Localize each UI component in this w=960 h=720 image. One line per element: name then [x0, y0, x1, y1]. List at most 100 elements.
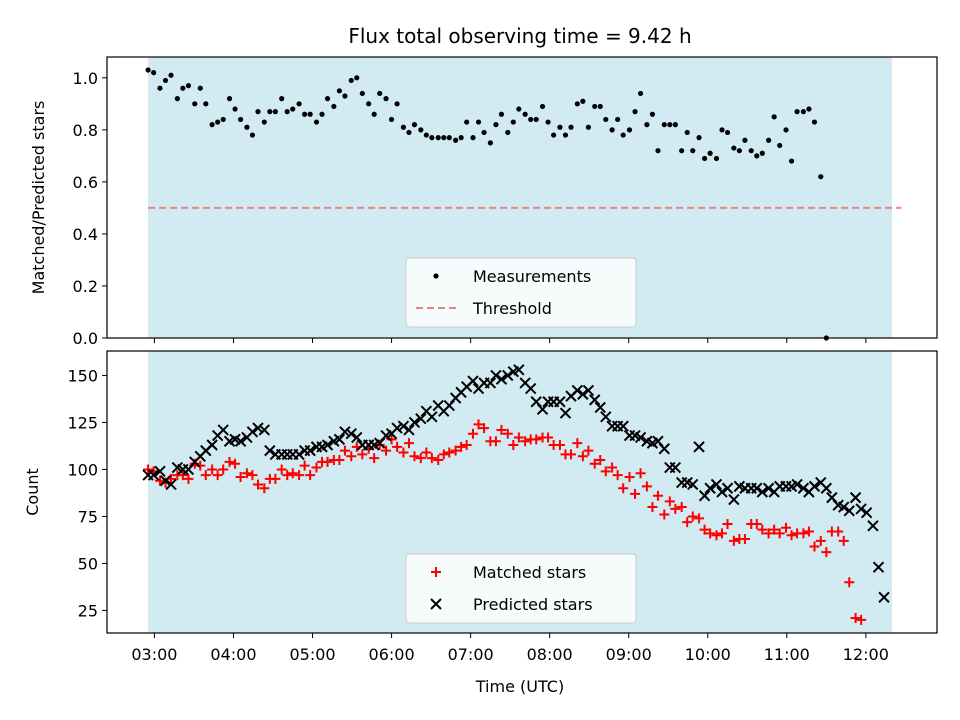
predicted-point	[397, 420, 410, 432]
matched-point	[479, 423, 490, 434]
matched-point	[490, 436, 501, 447]
predicted-point	[728, 493, 740, 506]
matched-point	[212, 470, 223, 481]
matched-point	[230, 458, 241, 469]
measurement-point	[296, 101, 302, 107]
measurement-point	[603, 116, 609, 123]
matched-point	[409, 451, 420, 462]
matched-point	[299, 460, 310, 471]
legend-predicted-marker	[430, 598, 442, 610]
axes-frame	[106, 350, 938, 634]
measurement-point	[493, 122, 499, 128]
matched-point	[224, 456, 235, 467]
matched-point	[838, 535, 849, 546]
measurement-point	[684, 129, 690, 136]
measurement-point	[348, 77, 354, 84]
predicted-point	[345, 428, 357, 440]
predicted-point	[484, 377, 497, 389]
predicted-point	[860, 506, 873, 519]
predicted-point	[246, 426, 259, 438]
measurement-point	[342, 93, 348, 99]
measurement-point	[649, 111, 656, 117]
measurement-point	[185, 83, 192, 89]
matched-point	[833, 526, 844, 537]
measurement-point	[145, 67, 151, 73]
measurement-point	[267, 109, 273, 115]
matched-point	[554, 440, 565, 450]
matched-point	[844, 577, 855, 588]
predicted-point	[634, 431, 647, 444]
measurement-point	[690, 148, 696, 154]
predicted-point	[669, 461, 682, 474]
matched-point	[195, 460, 206, 471]
measurement-point	[313, 119, 320, 125]
measurement-point	[394, 101, 400, 107]
predicted-point	[252, 422, 264, 434]
matched-point	[716, 528, 727, 539]
predicted-point	[797, 482, 810, 494]
matched-point	[456, 441, 467, 452]
predicted-point	[710, 478, 723, 491]
predicted-point	[808, 480, 821, 493]
measurement-point	[446, 135, 452, 141]
legend-matched-marker	[431, 567, 441, 577]
measurement-point	[237, 116, 244, 123]
predicted-point	[513, 364, 525, 376]
measurement-point	[203, 101, 209, 107]
measurement-point	[272, 109, 278, 115]
predicted-point	[838, 501, 850, 513]
matched-point	[676, 502, 687, 513]
matched-point	[252, 479, 263, 490]
predicted-point	[867, 520, 879, 532]
measurement-point	[453, 137, 459, 143]
matched-point	[386, 434, 397, 445]
measurement-point	[794, 109, 800, 115]
y-tick-label: 0.2	[73, 277, 98, 296]
matched-point	[502, 428, 513, 439]
measurement-point	[470, 135, 476, 141]
matched-point	[821, 547, 832, 558]
predicted-point	[693, 441, 705, 453]
predicted-point	[333, 433, 346, 446]
predicted-point	[751, 482, 763, 494]
measurement-point	[719, 127, 725, 133]
y-tick-label: 125	[67, 413, 98, 432]
matched-point	[531, 434, 542, 445]
matched-point	[259, 483, 270, 494]
predicted-point	[293, 448, 305, 461]
matched-point	[247, 470, 258, 481]
x-tick-label: 04:00	[210, 645, 256, 664]
matched-point	[589, 458, 600, 469]
predicted-point	[872, 561, 885, 573]
predicted-point	[762, 482, 775, 494]
measurement-point	[209, 122, 215, 128]
matched-point	[786, 530, 797, 541]
predicted-point	[600, 411, 612, 423]
matched-point	[508, 440, 519, 450]
predicted-point	[351, 431, 363, 444]
measurement-point	[655, 148, 661, 154]
y-tick-label: 0.0	[73, 329, 98, 348]
y-tick-label: 75	[78, 507, 98, 526]
measurement-point	[777, 142, 783, 149]
matched-point	[763, 528, 774, 539]
measurement-point	[383, 96, 389, 102]
measurement-point	[475, 119, 482, 125]
matched-point	[183, 473, 194, 484]
measurement-point	[713, 155, 720, 162]
matched-point	[346, 451, 357, 462]
measurement-point	[487, 140, 493, 146]
matched-point	[339, 445, 350, 456]
measurement-point	[371, 111, 377, 117]
matched-point	[659, 509, 670, 520]
matched-point	[282, 470, 293, 481]
measurement-point	[811, 119, 818, 125]
measurement-point	[366, 101, 372, 107]
measurement-point	[215, 119, 221, 125]
predicted-point	[698, 490, 711, 502]
measurement-point	[788, 158, 795, 164]
matched-point	[403, 438, 414, 449]
predicted-point	[849, 491, 862, 504]
predicted-point	[559, 407, 572, 419]
